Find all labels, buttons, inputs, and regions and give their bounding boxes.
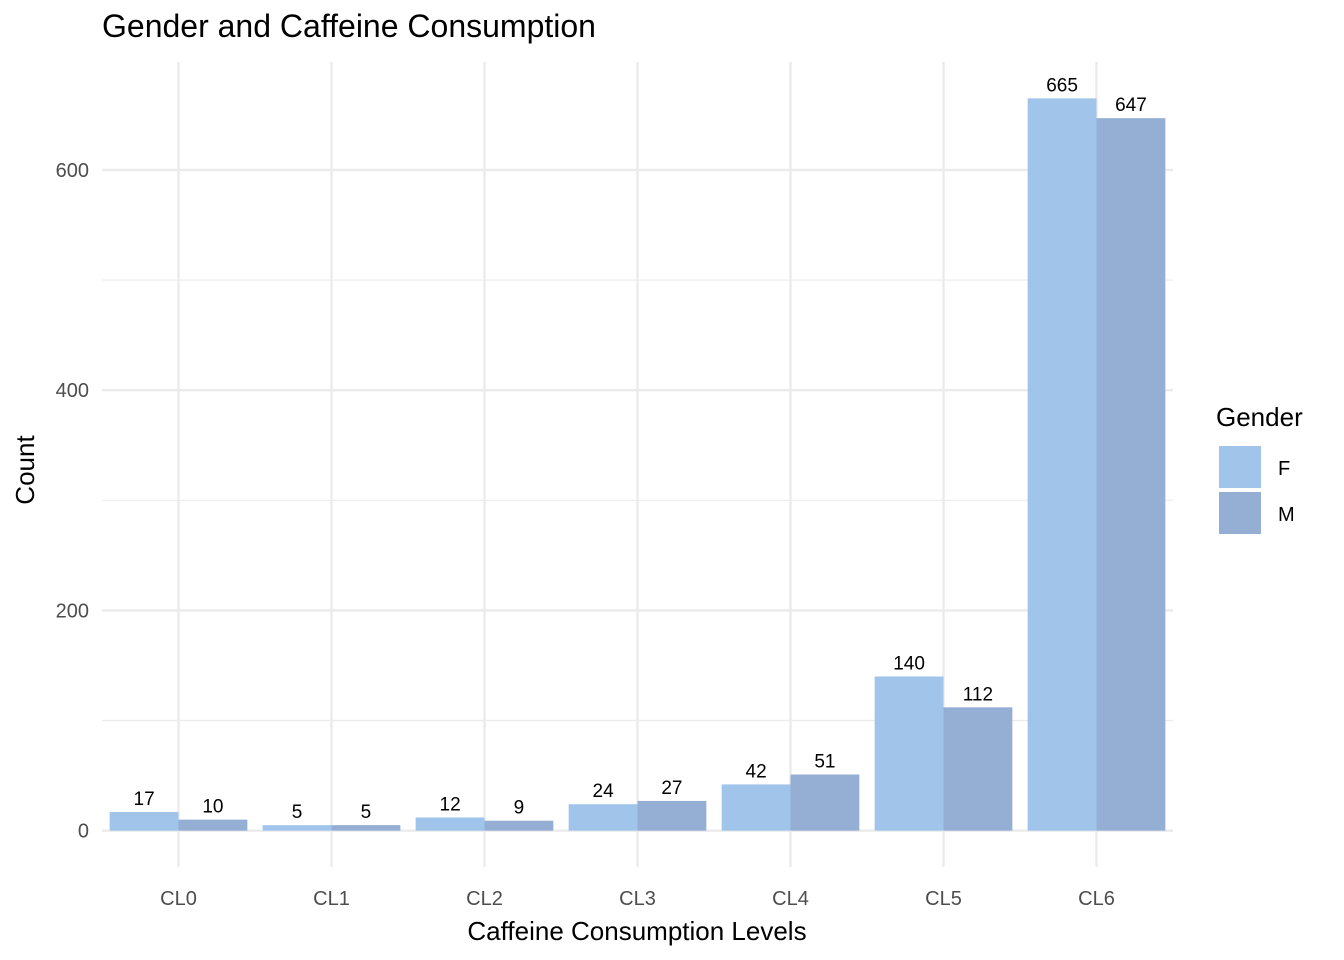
x-tick-label: CL6 xyxy=(1078,888,1115,910)
data-label: 9 xyxy=(514,798,525,819)
data-label: 12 xyxy=(440,794,461,815)
x-tick-label: CL1 xyxy=(313,888,350,910)
data-label: 665 xyxy=(1046,75,1078,96)
bar-cl5-f xyxy=(874,676,944,831)
legend-swatch-m xyxy=(1219,492,1261,534)
data-label: 5 xyxy=(361,802,372,823)
legend: Gender F M xyxy=(1216,402,1303,534)
data-labels: 17 10 5 5 12 9 24 27 42 51 140 112 665 647 xyxy=(134,75,1147,823)
bar-cl2-f xyxy=(415,817,485,831)
legend-title: Gender xyxy=(1216,402,1303,432)
bar-cl6-f xyxy=(1027,98,1097,831)
legend-label-f: F xyxy=(1278,458,1290,480)
x-tick-labels: CL0 CL1 CL2 CL3 CL4 CL5 CL6 xyxy=(160,888,1115,910)
y-axis-title: Count xyxy=(10,435,40,505)
x-tick-label: CL2 xyxy=(466,888,503,910)
bar-cl3-m xyxy=(637,800,707,831)
data-label: 42 xyxy=(746,761,767,782)
bar-cl0-m xyxy=(178,819,248,831)
data-label: 51 xyxy=(814,751,835,772)
x-tick-label: CL3 xyxy=(619,888,656,910)
y-tick-label: 0 xyxy=(78,821,89,843)
bar-cl1-f xyxy=(262,825,332,831)
bars xyxy=(109,98,1166,831)
data-label: 27 xyxy=(661,778,682,799)
bar-cl4-f xyxy=(721,784,791,831)
legend-label-m: M xyxy=(1278,504,1295,526)
data-label: 5 xyxy=(292,802,303,823)
bar-cl6-m xyxy=(1096,118,1166,831)
data-label: 24 xyxy=(593,781,615,802)
data-label: 647 xyxy=(1115,95,1147,116)
x-tick-label: CL4 xyxy=(772,888,809,910)
y-tick-label: 400 xyxy=(56,380,89,402)
bar-cl4-m xyxy=(790,774,860,831)
data-label: 140 xyxy=(893,653,925,674)
data-label: 10 xyxy=(202,797,223,818)
x-tick-label: CL0 xyxy=(160,888,197,910)
x-axis-title: Caffeine Consumption Levels xyxy=(467,916,806,946)
data-label: 112 xyxy=(963,684,993,705)
y-tick-labels: 0 200 400 600 xyxy=(56,160,89,843)
legend-swatch-f xyxy=(1219,446,1261,488)
y-tick-label: 200 xyxy=(56,600,89,622)
bar-cl2-m xyxy=(484,820,554,831)
bar-cl5-m xyxy=(943,707,1013,831)
bar-cl0-f xyxy=(109,811,179,831)
bar-cl3-f xyxy=(568,804,638,831)
y-tick-label: 600 xyxy=(56,160,89,182)
chart-title: Gender and Caffeine Consumption xyxy=(102,8,596,44)
bar-cl1-m xyxy=(331,825,401,831)
data-label: 17 xyxy=(134,789,155,810)
x-tick-label: CL5 xyxy=(925,888,962,910)
